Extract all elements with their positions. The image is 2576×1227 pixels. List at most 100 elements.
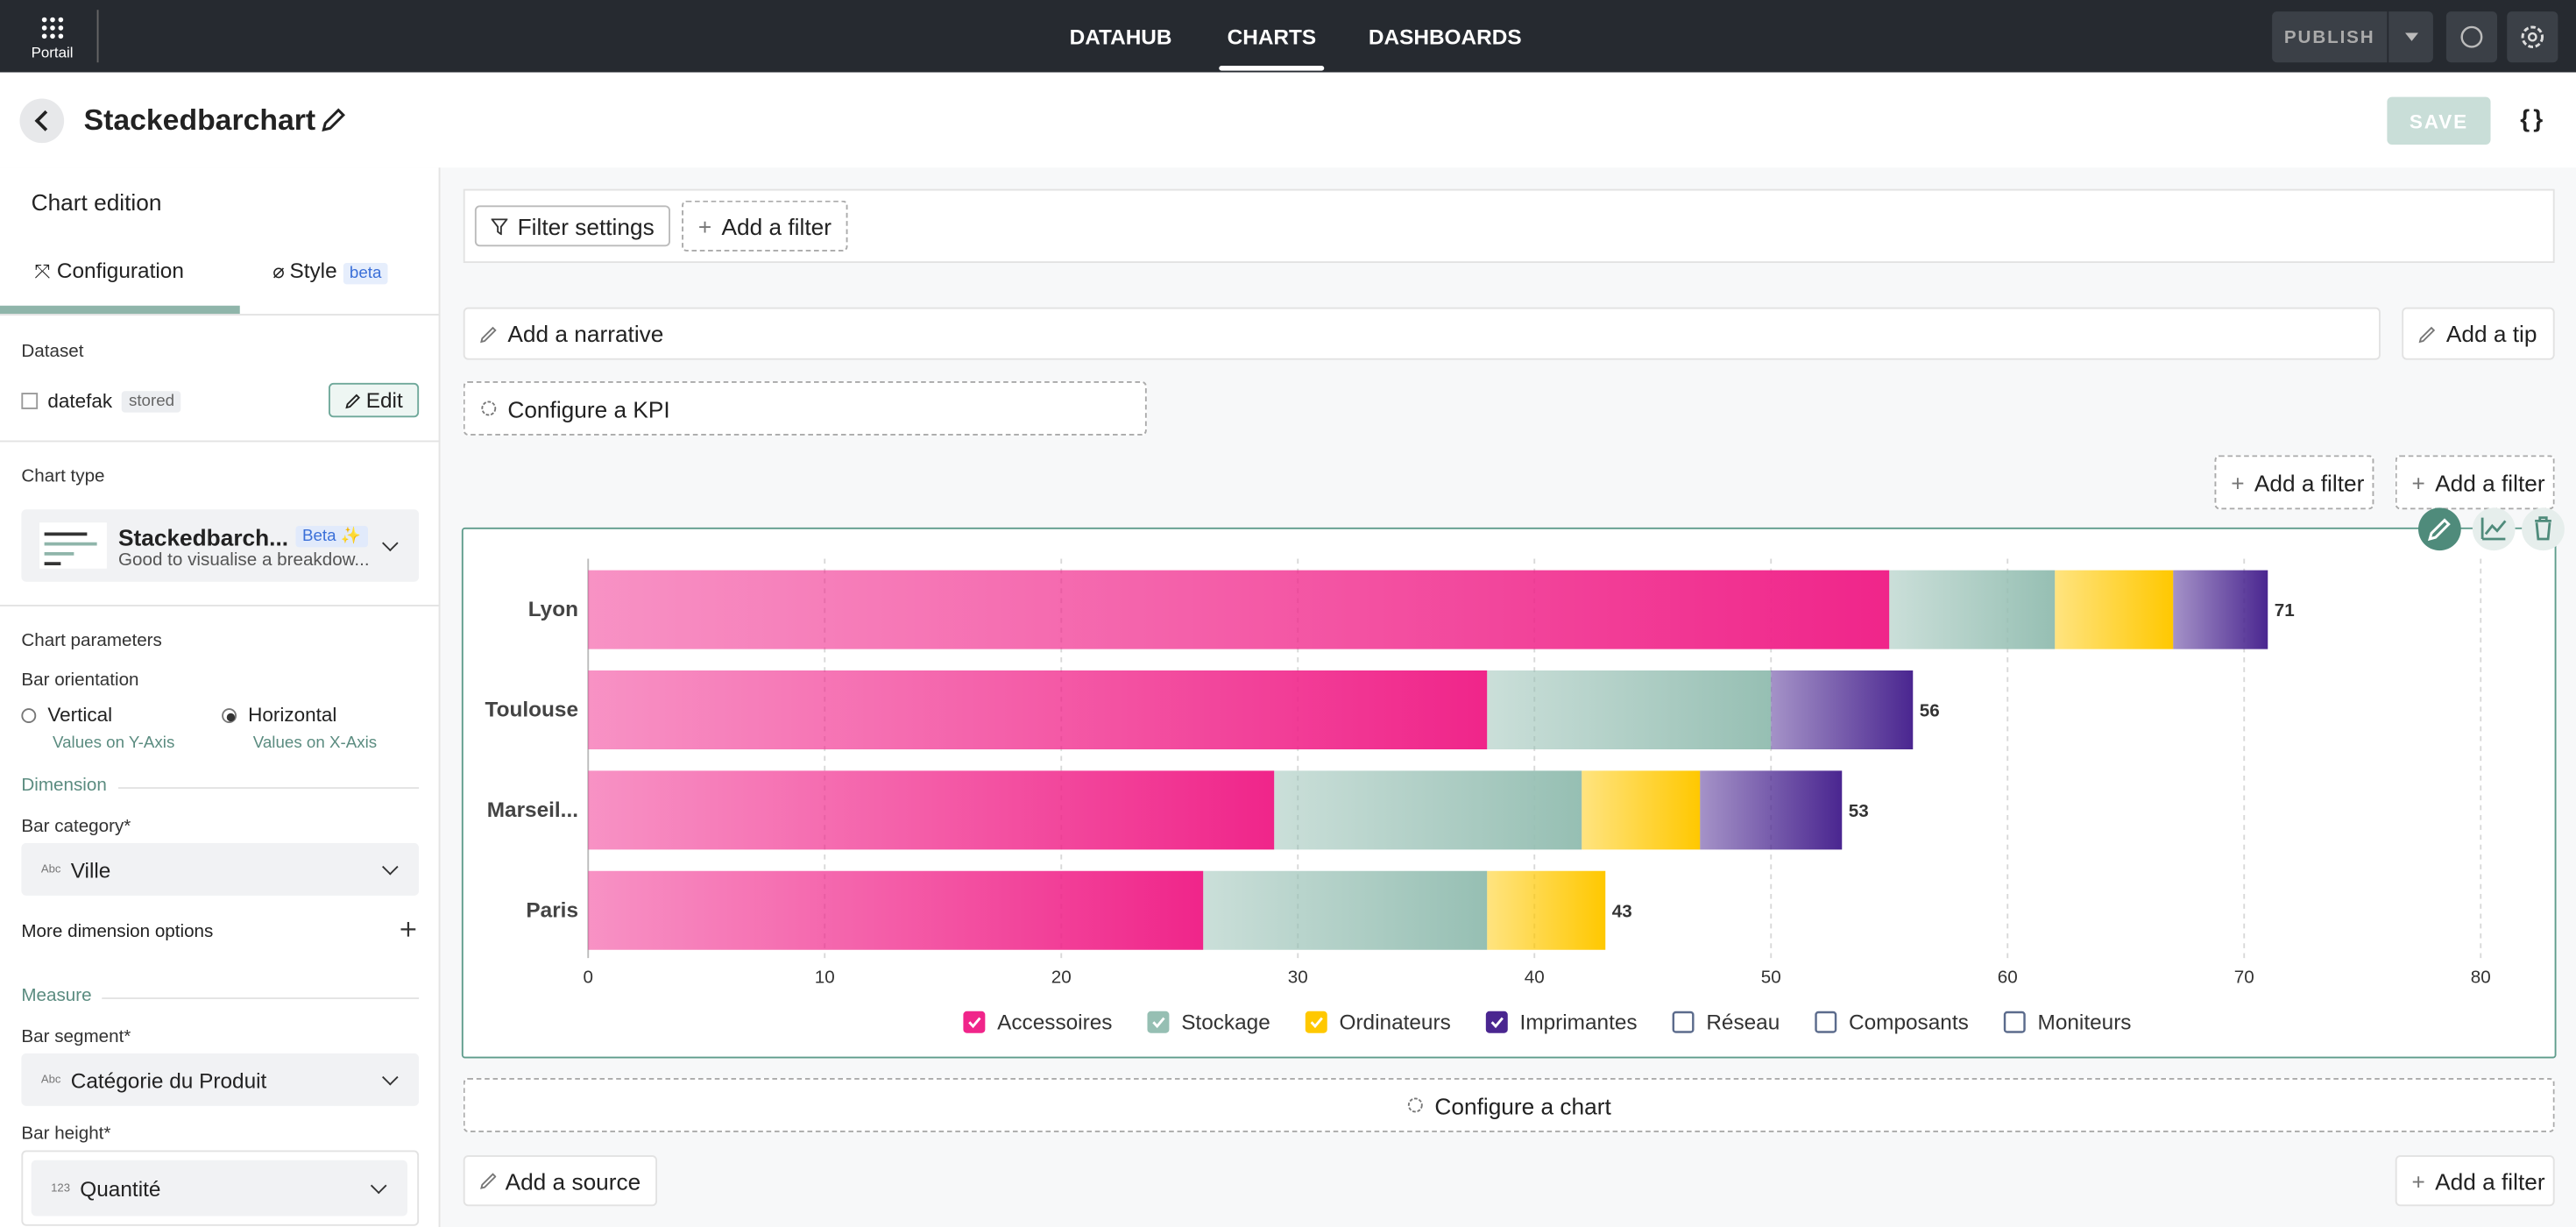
filter-settings-button[interactable]: Filter settings	[474, 205, 671, 247]
radio-hint: Values on Y-Axis	[53, 734, 175, 753]
chart: 0 10 20 30 40 50 60 70 80 Lyon 71 Toulouse 56 Marseil…	[485, 558, 2491, 1035]
app-label: Portail	[31, 44, 74, 61]
tab-label: Configuration	[56, 258, 184, 283]
tab-label: Style	[289, 258, 337, 283]
dataset-name: datefak	[47, 389, 113, 413]
check	[1310, 1017, 1323, 1029]
add-filter-button[interactable]: + Add a filter	[682, 200, 848, 252]
edit-chart-button[interactable]	[2418, 507, 2461, 551]
chart-type-select[interactable]: Stackedbarch... Beta ✨ Good to visualise…	[21, 509, 420, 582]
y-tick-label: Marseil...	[487, 798, 578, 822]
tab-indicator	[0, 305, 240, 315]
badge: beta	[343, 263, 388, 285]
analytics-button[interactable]	[2472, 507, 2516, 551]
add-filter-button[interactable]: + Add a filter	[2395, 1155, 2555, 1207]
total-label: 53	[1849, 801, 1869, 821]
badge: Beta ✨	[295, 526, 368, 548]
legend-label: Imprimantes	[1520, 1011, 1638, 1035]
button-label: Add a narrative	[507, 320, 664, 347]
save-button[interactable]: SAVE	[2387, 96, 2491, 145]
legend-checkbox[interactable]	[1305, 1011, 1327, 1033]
select-value: Catégorie du Produit	[70, 1067, 267, 1092]
radio[interactable]	[21, 708, 37, 723]
theme-button[interactable]	[2445, 11, 2497, 63]
legend-label: Réseau	[1706, 1011, 1780, 1035]
rename-icon[interactable]	[321, 107, 347, 133]
section-label: Dimension	[21, 776, 107, 796]
label: Dataset	[21, 342, 84, 362]
button-label: Add a filter	[2435, 1167, 2545, 1195]
legend-checkbox[interactable]	[1485, 1011, 1508, 1033]
type-icon: Abc	[40, 1074, 61, 1086]
bar-segment	[2173, 570, 2268, 649]
button-label: Add a source	[505, 1167, 641, 1195]
publish-button[interactable]: PUBLISH	[2272, 11, 2388, 63]
button-label: Filter settings	[517, 212, 655, 239]
header: Stackedbarchart SAVE { }	[0, 72, 2576, 168]
add-source[interactable]: Add a source	[463, 1155, 657, 1207]
apps-icon[interactable]	[41, 17, 64, 39]
top-nav: Portail DATAHUB CHARTS DASHBOARDS PUBLIS…	[0, 0, 2576, 73]
configure-kpi[interactable]: Configure a KPI	[463, 381, 1147, 436]
select[interactable]: 123 Quantité	[31, 1160, 407, 1216]
y-tick-label: Paris	[526, 898, 578, 922]
button-label: Add a filter	[2435, 469, 2545, 496]
code-button[interactable]: { }	[2520, 105, 2543, 133]
button-label: Edit	[365, 387, 403, 413]
separator	[118, 787, 420, 789]
label: Chart parameters	[21, 631, 162, 651]
legend-checkbox[interactable]	[1815, 1011, 1837, 1033]
select-value: Ville	[70, 856, 111, 882]
button-label: Add a filter	[2254, 469, 2365, 496]
button-label: Add a tip	[2445, 320, 2537, 347]
tab[interactable]: ⌀ Style beta	[272, 258, 388, 285]
radio[interactable]	[222, 708, 237, 723]
legend-checkbox[interactable]	[1147, 1011, 1170, 1033]
legend-checkbox[interactable]	[1672, 1011, 1695, 1033]
total-label: 56	[1920, 701, 1940, 721]
select[interactable]: Abc Ville	[21, 842, 420, 896]
add-tip[interactable]: Add a tip	[2402, 307, 2555, 360]
nav-link[interactable]: DASHBOARDS	[1368, 25, 1522, 50]
bar-segment	[1203, 870, 1488, 950]
label: Bar category*	[21, 816, 131, 837]
tab[interactable]: ⤧ Configuration	[34, 258, 184, 283]
back-button[interactable]	[19, 98, 65, 144]
button-label: Add a filter	[721, 212, 832, 239]
check	[968, 1017, 981, 1029]
x-tick-label: 40	[1525, 967, 1545, 987]
bar-segment	[1771, 670, 1914, 749]
add-filter-button[interactable]: + Add a filter	[2214, 455, 2374, 510]
chart-name: Stackedbarchart	[83, 103, 316, 137]
settings-button[interactable]	[2507, 11, 2558, 63]
x-tick-label: 10	[815, 967, 835, 987]
separator	[0, 605, 441, 606]
x-tick-label: 60	[1998, 967, 2018, 987]
publish-menu[interactable]	[2388, 11, 2433, 63]
nav-link[interactable]: DATAHUB	[1069, 25, 1172, 50]
button-label: Configure a chart	[1434, 1091, 1611, 1118]
badge: stored	[122, 390, 181, 412]
radio-label: Vertical	[47, 703, 113, 727]
edit-button[interactable]: Edit	[329, 382, 420, 418]
label: More dimension options	[21, 921, 214, 942]
add-filter-button[interactable]: + Add a filter	[2395, 455, 2555, 510]
bar-segment	[1487, 870, 1606, 950]
legend-checkbox[interactable]	[2003, 1011, 2026, 1033]
type-icon: Abc	[40, 863, 61, 876]
bar-segment	[2055, 570, 2174, 649]
select[interactable]: Abc Catégorie du Produit	[21, 1053, 420, 1106]
total-label: 43	[1612, 901, 1632, 921]
chart-thumbnail	[39, 522, 107, 569]
expand-icon[interactable]	[400, 921, 416, 937]
legend-checkbox[interactable]	[963, 1011, 986, 1033]
bar-segment	[1700, 770, 1843, 850]
delete-button[interactable]	[2522, 507, 2565, 551]
configure-chart[interactable]: Configure a chart	[463, 1078, 2555, 1132]
active-indicator	[1219, 66, 1325, 71]
legend-label: Moniteurs	[2038, 1011, 2132, 1035]
add-narrative[interactable]: Add a narrative	[463, 307, 2381, 360]
nav-link[interactable]: CHARTS	[1227, 25, 1317, 50]
